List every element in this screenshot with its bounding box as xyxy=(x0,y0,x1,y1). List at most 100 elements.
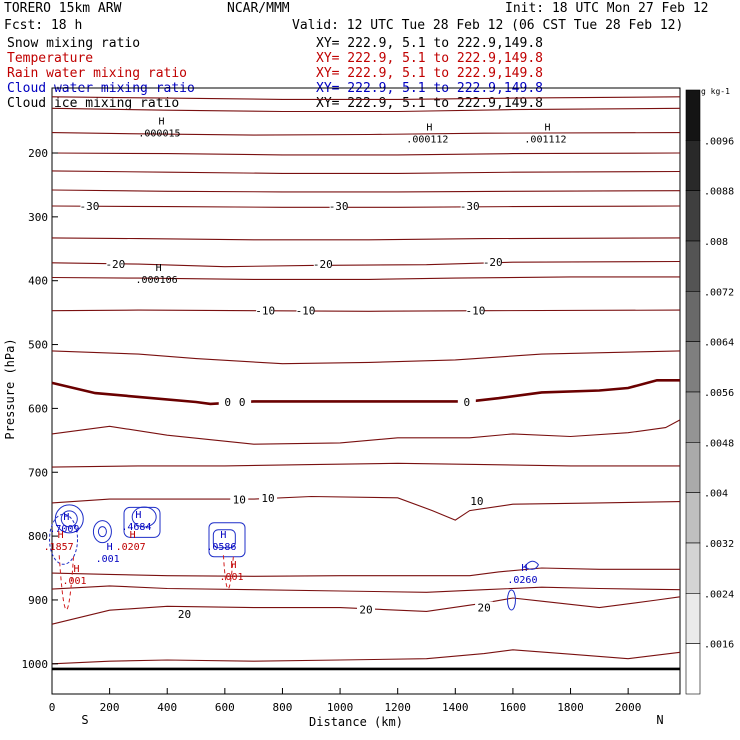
field-name-cloud-ice: Cloud ice mixing ratio xyxy=(7,96,180,111)
colorbar-segment xyxy=(685,291,701,342)
x-axis-tick-label: 600 xyxy=(215,701,235,714)
temperature-series-line xyxy=(51,260,681,268)
cloud-water-contour xyxy=(92,520,112,544)
temperature-label-bg xyxy=(106,258,125,271)
maximum-value-label: .001 xyxy=(96,554,120,565)
temperature-series-line xyxy=(51,96,681,100)
colorbar-label: .0016 xyxy=(704,640,734,651)
maximum-value-label: .001 xyxy=(219,572,243,583)
temperature-contour-label: 0 xyxy=(464,396,471,409)
y-axis-tick-label: 400 xyxy=(28,275,48,288)
org-label: NCAR/MMM xyxy=(227,1,290,16)
temperature-label-bg xyxy=(256,304,275,317)
temperature-contour-label: -30 xyxy=(460,200,480,213)
maximum-marker: H xyxy=(158,116,164,127)
right-endpoint-label: N xyxy=(656,713,663,727)
temperature-label-bg xyxy=(175,607,194,620)
cloud-water-contour xyxy=(60,510,78,528)
rain-water-contour xyxy=(222,555,234,590)
x-axis-tick-label: 1200 xyxy=(384,701,411,714)
colorbar-label: .0032 xyxy=(704,539,734,550)
colorbar-label: .004 xyxy=(704,489,728,500)
maximum-value-label: .000112 xyxy=(406,135,448,146)
colorbar-unit: g kg-1 xyxy=(701,87,730,96)
left-endpoint-label: S xyxy=(81,713,88,727)
temperature-series-line xyxy=(51,419,681,445)
temperature-series-line xyxy=(51,309,681,312)
maximum-value-label: .0586 xyxy=(206,542,236,553)
temperature-label-bg xyxy=(230,493,249,506)
field-xy-snow: XY= 222.9, 5.1 to 222.9,149.8 xyxy=(316,36,543,51)
temperature-label-bg xyxy=(329,199,348,212)
x-axis-tick-label: 1600 xyxy=(500,701,527,714)
maximum-marker: H xyxy=(135,510,141,521)
temperature-label-bg xyxy=(483,256,502,269)
temperature-contour-label: 10 xyxy=(233,494,246,507)
field-xy-temperature: XY= 222.9, 5.1 to 222.9,149.8 xyxy=(316,51,543,66)
maximum-marker: H xyxy=(130,530,136,541)
temperature-contour-label: -20 xyxy=(105,258,125,271)
temperature-contour-label: -10 xyxy=(255,305,275,318)
temperature-label-bg xyxy=(218,396,237,409)
field-name-rain: Rain water mixing ratio xyxy=(7,66,188,81)
temperature-contour-label: -30 xyxy=(329,200,349,213)
temperature-series-line xyxy=(51,567,680,577)
colorbar-segment xyxy=(685,89,701,141)
temperature-label-bg xyxy=(80,199,99,212)
temperature-series-line xyxy=(51,649,681,665)
maximum-value-label: .1857 xyxy=(44,542,74,553)
temperature-label-bg xyxy=(475,601,494,614)
init-time: Init: 18 UTC Mon 27 Feb 12 xyxy=(505,1,709,16)
temperature-contour-label: 20 xyxy=(359,604,372,617)
field-xy-rain: XY= 222.9, 5.1 to 222.9,149.8 xyxy=(316,66,543,81)
x-axis-tick-label: 2000 xyxy=(615,701,642,714)
temperature-label-bg xyxy=(466,304,485,317)
maximum-marker: H xyxy=(426,123,432,134)
y-axis-tick-label: 1000 xyxy=(22,658,49,671)
temperature-series-line xyxy=(51,495,681,521)
maximum-value-label: .0260 xyxy=(507,575,537,586)
x-axis-tick-label: 1400 xyxy=(442,701,469,714)
temperature-series-line xyxy=(51,152,681,156)
y-axis-tick-label: 800 xyxy=(28,530,48,543)
colorbar-segment xyxy=(685,190,701,242)
temperature-contour-label: -30 xyxy=(80,200,100,213)
y-axis-tick-label: 600 xyxy=(28,402,48,415)
temperature-label-bg xyxy=(233,396,252,409)
temperature-contour-label: -10 xyxy=(296,305,316,318)
y-axis-tick-label: 200 xyxy=(28,147,48,160)
maximum-marker: H xyxy=(63,512,69,523)
field-xy-cloud-ice: XY= 222.9, 5.1 to 222.9,149.8 xyxy=(316,96,543,111)
maximum-value-label: .0207 xyxy=(116,542,146,553)
temperature-label-bg xyxy=(313,258,332,271)
x-axis-tick-label: 400 xyxy=(157,701,177,714)
field-name-temperature: Temperature xyxy=(7,51,94,66)
temperature-contour-label: 0 xyxy=(239,396,246,409)
colorbar-segment xyxy=(685,341,701,393)
temperature-series-line xyxy=(51,205,681,208)
temperature-contour-label: 10 xyxy=(261,492,274,505)
temperature-series-line xyxy=(51,132,681,136)
temperature-series-line xyxy=(51,350,681,365)
valid-time: Valid: 12 UTC Tue 28 Feb 12 (06 CST Tue … xyxy=(292,18,684,33)
temperature-series-line xyxy=(51,107,681,113)
x-axis-tick-label: 800 xyxy=(273,701,293,714)
x-axis-label: Distance (km) xyxy=(309,715,403,729)
colorbar-segment xyxy=(685,140,701,191)
maximum-marker: H xyxy=(220,530,226,541)
cloud-water-contour xyxy=(506,589,516,611)
maximum-value-label: .000015 xyxy=(138,128,180,139)
cloud-water-contour xyxy=(524,560,540,570)
temperature-label-bg xyxy=(357,603,375,616)
colorbar-label: .0088 xyxy=(704,187,734,198)
temperature-series-line xyxy=(51,170,681,174)
temperature-label-bg xyxy=(259,491,278,504)
cloud-water-contour xyxy=(49,513,79,565)
x-axis-tick-label: 1000 xyxy=(327,701,354,714)
cloud-water-contour xyxy=(97,526,107,538)
cloud-water-contour xyxy=(208,522,246,558)
temperature-contour-label: -20 xyxy=(313,258,333,271)
maximum-value-label: .001112 xyxy=(524,135,566,146)
colorbar-label: .0072 xyxy=(704,287,734,298)
